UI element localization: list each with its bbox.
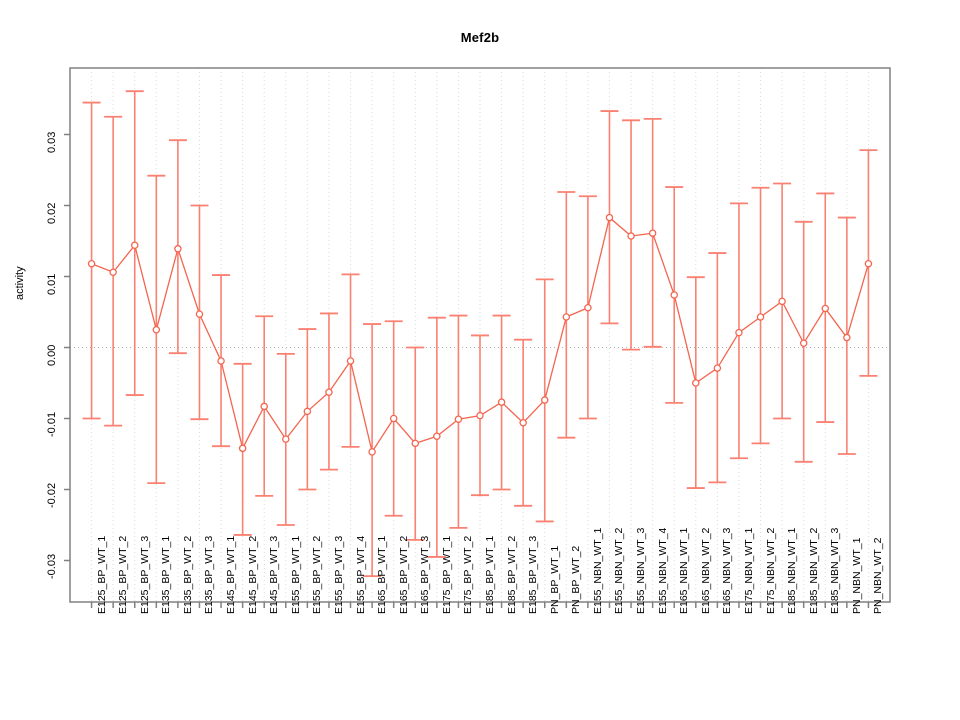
error-bar-group <box>82 90 878 578</box>
data-point-marker[interactable] <box>692 379 700 387</box>
y-tick-label: 0.01 <box>46 273 58 295</box>
x-tick-label: E175_NBN_WT_2 <box>764 527 777 614</box>
y-tick-label: 0.03 <box>46 131 58 153</box>
x-tick-label: E185_BP_WT_1 <box>484 535 496 614</box>
x-tick-label: E155_BP_WT_3 <box>332 535 345 614</box>
data-point-marker[interactable] <box>670 291 678 299</box>
x-tick-label: PN_NBN_WT_2 <box>872 537 885 614</box>
data-point-marker[interactable] <box>648 229 657 237</box>
data-point-marker[interactable] <box>627 232 635 240</box>
x-tick-label: E165_BP_WT_3 <box>419 535 432 614</box>
data-point-marker[interactable] <box>87 259 96 268</box>
data-point-marker[interactable] <box>368 448 376 456</box>
data-point-marker[interactable] <box>152 325 161 334</box>
data-point-marker[interactable] <box>843 333 851 342</box>
y-tick-label: 0.02 <box>46 202 58 224</box>
y-tick-label: -0.03 <box>46 553 58 579</box>
x-tick-label: E165_BP_WT_2 <box>397 535 410 614</box>
x-tick-label: E185_NBN_WT_3 <box>829 527 842 614</box>
y-tick-label: 0.00 <box>46 344 58 366</box>
x-tick-label: E145_BP_WT_2 <box>246 535 259 614</box>
data-point-marker[interactable] <box>433 432 441 440</box>
y-tick-label: -0.01 <box>46 411 58 437</box>
x-tick-label: PN_NBN_WT_1 <box>850 537 863 614</box>
data-point-marker[interactable] <box>346 357 355 365</box>
data-point-marker[interactable] <box>735 328 743 337</box>
data-point-marker[interactable] <box>562 313 571 321</box>
x-tick-label: E185_BP_WT_3 <box>527 535 540 614</box>
x-tick-label: E175_NBN_WT_1 <box>742 527 755 614</box>
data-point-marker[interactable] <box>260 402 268 411</box>
data-point-marker[interactable] <box>454 415 463 423</box>
data-point-marker[interactable] <box>799 339 808 347</box>
data-point-marker[interactable] <box>584 303 592 312</box>
data-point-marker[interactable] <box>325 388 333 396</box>
x-tick-label: E155_NBN_WT_1 <box>591 527 604 614</box>
data-point-marker[interactable] <box>864 259 873 268</box>
chart-title: Mef2b <box>460 30 500 45</box>
data-point-marker[interactable] <box>605 213 614 222</box>
x-tick-label: E175_BP_WT_1 <box>440 535 453 614</box>
data-point-marker[interactable] <box>238 444 247 453</box>
data-point-marker[interactable] <box>130 241 139 250</box>
x-tick-label: E165_NBN_WT_3 <box>721 527 734 614</box>
x-tick-label: E155_BP_WT_1 <box>289 535 302 614</box>
data-point-marker[interactable] <box>713 364 722 372</box>
data-point-marker[interactable] <box>389 414 398 423</box>
x-tick-label: E135_BP_WT_1 <box>160 535 173 614</box>
x-tick-label: E175_BP_WT_2 <box>462 535 475 614</box>
data-point-marker[interactable] <box>195 310 204 318</box>
data-point-marker[interactable] <box>303 407 312 416</box>
data-point-marker[interactable] <box>540 396 549 404</box>
x-tick-label: PN_BP_WT_1 <box>548 545 561 614</box>
x-tick-label: E135_BP_WT_2 <box>181 535 194 614</box>
x-tick-label: E165_BP_WT_1 <box>376 535 389 614</box>
x-tick-label: E185_BP_WT_2 <box>505 535 518 614</box>
x-tick-label: E155_BP_WT_4 <box>354 535 367 614</box>
y-axis-ticks <box>64 133 70 562</box>
data-point-marker[interactable] <box>476 411 484 420</box>
data-point-marker[interactable] <box>519 419 527 427</box>
x-tick-label: E155_NBN_WT_2 <box>613 527 626 614</box>
x-axis-ticks <box>90 602 870 608</box>
x-tick-label: E145_BP_WT_1 <box>225 535 238 614</box>
x-tick-label: PN_BP_WT_2 <box>570 545 583 614</box>
data-point-marker[interactable] <box>778 297 786 306</box>
data-point-marker[interactable] <box>497 398 506 406</box>
x-tick-label: E135_BP_WT_3 <box>203 535 216 614</box>
x-tick-label: E125_BP_WT_2 <box>117 535 130 614</box>
data-point-marker[interactable] <box>282 435 290 443</box>
x-tick-label: E125_BP_WT_3 <box>138 535 151 614</box>
data-point-marker[interactable] <box>411 439 420 448</box>
x-tick-label: E185_NBN_WT_2 <box>807 527 820 614</box>
x-tick-label: E155_NBN_WT_3 <box>635 527 648 614</box>
data-point-marker[interactable] <box>217 357 225 365</box>
data-point-marker[interactable] <box>821 304 830 313</box>
x-tick-label: E185_NBN_WT_1 <box>786 527 799 614</box>
x-tick-label: E125_BP_WT_1 <box>95 535 108 614</box>
x-tick-label: E155_BP_WT_2 <box>311 535 324 614</box>
data-point-marker[interactable] <box>109 268 117 276</box>
x-tick-label: E165_NBN_WT_2 <box>699 527 712 614</box>
x-tick-label: E155_NBN_WT_4 <box>656 527 669 614</box>
data-point-marker[interactable] <box>174 245 182 253</box>
data-point-group <box>87 213 873 456</box>
y-tick-label: -0.02 <box>46 482 58 508</box>
x-tick-label: E145_BP_WT_3 <box>268 535 281 614</box>
x-tick-label: E165_NBN_WT_1 <box>678 527 691 614</box>
data-point-marker[interactable] <box>756 313 765 321</box>
